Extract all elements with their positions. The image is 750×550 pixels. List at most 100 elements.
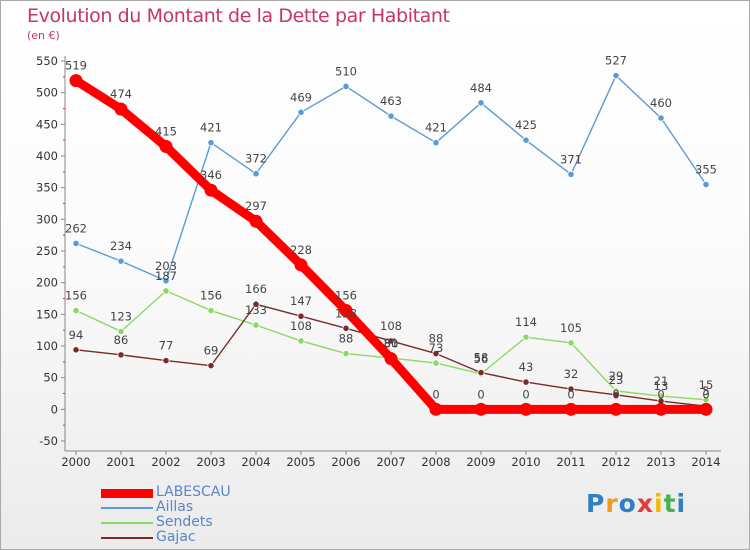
data-label-aillas: 371 [560,152,582,166]
x-tick-label: 2003 [196,455,225,469]
data-point-gajac [522,378,530,386]
data-label-gajac: 108 [380,319,402,333]
data-label-labescau: 474 [110,87,132,101]
legend-label: Gajac [156,529,196,545]
legend-swatch [101,522,153,524]
y-tick-label: 150 [36,307,58,321]
data-point-gajac [432,349,440,358]
data-label-sendets: 15 [699,378,714,392]
data-point-labescau [249,214,263,228]
data-label-gajac: 147 [290,294,312,308]
data-label-sendets: 114 [515,315,537,329]
legend-label: Sendets [156,514,213,530]
data-label-aillas: 460 [650,96,672,110]
y-tick-label: 550 [36,54,58,68]
data-point-labescau [69,74,83,88]
data-point-labescau [384,352,398,366]
logo-letter: i [676,489,687,518]
data-label-aillas: 421 [425,121,447,135]
data-label-labescau: 0 [477,387,484,401]
data-point-aillas [162,277,170,285]
data-label-gajac: 88 [429,332,444,346]
data-point-gajac [207,362,215,370]
data-label-sendets: 108 [290,319,312,333]
data-label-gajac: 128 [335,306,357,320]
chart-title: Evolution du Montant de la Dette par Hab… [27,5,450,27]
data-label-aillas: 463 [380,94,402,108]
data-label-sendets: 81 [384,336,399,350]
data-point-aillas [567,170,575,178]
logo-letter: P [586,489,606,518]
data-point-labescau [519,402,533,416]
axes: -500501001502002503003504004505005502000… [36,54,721,469]
data-point-aillas [72,239,80,247]
data-label-sendets: 56 [474,352,489,366]
data-labels: 519 474 415 346 297 228 156 80 0 0 0 0 0 0 0 262 234 203 4… [65,54,717,402]
data-label-labescau: 0 [657,387,664,401]
data-point-aillas [342,82,350,90]
data-label-aillas: 510 [335,64,357,78]
data-label-labescau: 0 [432,387,439,401]
data-label-gajac: 23 [609,373,624,387]
data-point-aillas [702,180,710,189]
y-tick-label: 500 [36,86,58,100]
data-label-gajac: 69 [204,344,219,358]
x-tick-label: 2000 [61,455,90,469]
data-point-gajac [342,324,350,332]
data-label-labescau: 0 [522,387,529,401]
data-label-labescau: 0 [702,387,709,401]
data-label-sendets: 156 [200,289,222,303]
data-label-sendets: 156 [65,289,87,303]
data-point-sendets [522,333,530,341]
y-tick-label: 300 [36,212,58,226]
logo-letter: i [654,489,664,518]
data-label-gajac: 94 [69,328,84,342]
data-label-aillas: 262 [65,221,87,235]
chart-subtitle: (en €) [27,29,60,42]
data-label-sendets: 105 [560,321,582,335]
data-point-labescau [474,402,488,416]
data-point-sendets [342,349,350,358]
x-tick-label: 2011 [556,455,585,469]
legend-label: Aillas [156,499,194,515]
data-label-aillas: 234 [110,239,132,253]
x-tick-label: 2009 [466,455,495,469]
data-label-labescau: 297 [245,199,267,213]
data-point-labescau [609,402,623,416]
data-label-labescau: 0 [567,387,574,401]
data-point-aillas [117,257,125,265]
legend-swatch [101,507,153,509]
data-label-labescau: 80 [384,337,399,351]
data-point-aillas [477,99,485,107]
data-point-aillas [387,112,395,120]
y-tick-label: -50 [39,434,58,448]
data-label-aillas: 372 [245,152,267,166]
data-label-sendets: 21 [654,374,669,388]
y-tick-label: 100 [36,339,58,353]
data-point-sendets [567,339,575,347]
data-point-gajac [477,368,485,377]
data-point-labescau [654,402,668,416]
data-point-gajac [252,300,260,308]
logo-letter: o [618,489,637,518]
data-point-sendets [432,359,440,367]
y-tick-label: 350 [36,181,58,195]
data-label-aillas: 425 [515,118,537,132]
y-tick-label: 250 [36,244,58,258]
data-label-labescau: 519 [65,59,87,73]
data-point-aillas [207,139,215,147]
x-tick-label: 2012 [601,455,630,469]
data-point-gajac [297,312,305,320]
data-label-gajac: 32 [564,367,579,381]
x-tick-label: 2014 [691,455,720,469]
x-tick-label: 2013 [646,455,675,469]
data-point-aillas [252,170,260,178]
series-layer [69,71,713,416]
data-label-gajac: 5 [702,384,709,398]
data-label-aillas: 421 [200,121,222,135]
data-point-labescau [114,102,128,116]
data-label-sendets: 133 [245,303,267,317]
data-label-sendets: 73 [429,341,444,355]
data-point-labescau [204,183,218,197]
